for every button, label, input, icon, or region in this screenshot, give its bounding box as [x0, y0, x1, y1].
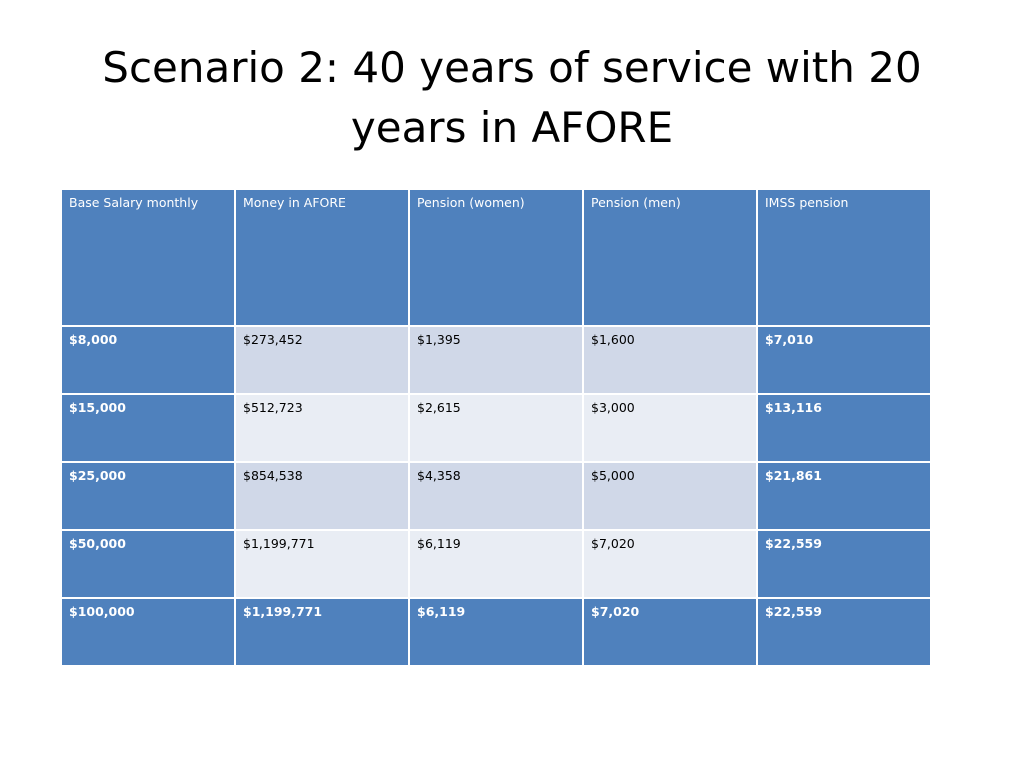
cell-imss-pension: $13,116 — [756, 393, 932, 463]
header-money-in-afore: Money in AFORE — [234, 188, 410, 327]
cell-pension-men: $7,020 — [582, 529, 758, 599]
cell-imss-pension: $7,010 — [756, 325, 932, 395]
cell-money-in-afore: $1,199,771 — [234, 529, 410, 599]
cell-pension-men: $3,000 — [582, 393, 758, 463]
header-pension-men: Pension (men) — [582, 188, 758, 327]
cell-pension-women: $2,615 — [408, 393, 584, 463]
cell-pension-women: $4,358 — [408, 461, 584, 531]
cell-imss-pension: $21,861 — [756, 461, 932, 531]
cell-money-in-afore: $1,199,771 — [234, 597, 410, 667]
table-row: $25,000 $854,538 $4,358 $5,000 $21,861 — [60, 461, 932, 531]
cell-base-salary: $8,000 — [60, 325, 236, 395]
table-row: $100,000 $1,199,771 $6,119 $7,020 $22,55… — [60, 597, 932, 667]
header-pension-women: Pension (women) — [408, 188, 584, 327]
header-base-salary: Base Salary monthly — [60, 188, 236, 327]
pension-table: Base Salary monthly Money in AFORE Pensi… — [60, 188, 932, 667]
table-row: $15,000 $512,723 $2,615 $3,000 $13,116 — [60, 393, 932, 463]
cell-pension-women: $6,119 — [408, 597, 584, 667]
table-header-row: Base Salary monthly Money in AFORE Pensi… — [60, 188, 932, 327]
cell-pension-men: $7,020 — [582, 597, 758, 667]
cell-money-in-afore: $854,538 — [234, 461, 410, 531]
cell-imss-pension: $22,559 — [756, 529, 932, 599]
cell-base-salary: $100,000 — [60, 597, 236, 667]
cell-base-salary: $25,000 — [60, 461, 236, 531]
cell-money-in-afore: $273,452 — [234, 325, 410, 395]
cell-money-in-afore: $512,723 — [234, 393, 410, 463]
cell-base-salary: $15,000 — [60, 393, 236, 463]
header-imss-pension: IMSS pension — [756, 188, 932, 327]
cell-base-salary: $50,000 — [60, 529, 236, 599]
cell-imss-pension: $22,559 — [756, 597, 932, 667]
table-row: $50,000 $1,199,771 $6,119 $7,020 $22,559 — [60, 529, 932, 599]
cell-pension-women: $6,119 — [408, 529, 584, 599]
cell-pension-women: $1,395 — [408, 325, 584, 395]
slide-title: Scenario 2: 40 years of service with 20 … — [102, 43, 922, 152]
cell-pension-men: $1,600 — [582, 325, 758, 395]
table-row: $8,000 $273,452 $1,395 $1,600 $7,010 — [60, 325, 932, 395]
cell-pension-men: $5,000 — [582, 461, 758, 531]
